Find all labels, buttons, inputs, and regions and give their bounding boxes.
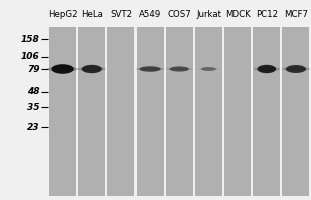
Ellipse shape	[140, 66, 161, 72]
Ellipse shape	[201, 67, 216, 71]
Text: MCF7: MCF7	[284, 10, 308, 19]
Bar	[282, 27, 309, 196]
Text: 79: 79	[27, 64, 40, 73]
Ellipse shape	[254, 67, 280, 71]
Text: HepG2: HepG2	[48, 10, 77, 19]
Text: COS7: COS7	[167, 10, 191, 19]
Text: HeLa: HeLa	[81, 10, 103, 19]
Ellipse shape	[282, 67, 310, 71]
Ellipse shape	[78, 67, 106, 71]
Text: 106: 106	[21, 52, 40, 61]
Ellipse shape	[135, 67, 165, 71]
Bar	[78, 27, 105, 196]
Text: A549: A549	[139, 10, 161, 19]
Bar	[195, 27, 222, 196]
Ellipse shape	[258, 65, 276, 73]
Text: PC12: PC12	[256, 10, 278, 19]
Text: 35: 35	[27, 102, 40, 112]
Text: MDCK: MDCK	[225, 10, 250, 19]
Text: 23: 23	[27, 122, 40, 132]
Ellipse shape	[286, 65, 306, 73]
Bar	[224, 27, 251, 196]
Ellipse shape	[170, 66, 189, 72]
Bar	[166, 27, 193, 196]
Bar	[49, 27, 76, 196]
Text: SVT2: SVT2	[110, 10, 132, 19]
Bar	[137, 27, 164, 196]
Ellipse shape	[51, 64, 74, 74]
Ellipse shape	[82, 65, 102, 73]
Ellipse shape	[47, 66, 78, 72]
Ellipse shape	[166, 68, 193, 70]
Bar	[253, 27, 280, 196]
Ellipse shape	[198, 68, 219, 70]
Text: Jurkat: Jurkat	[196, 10, 221, 19]
Text: 48: 48	[27, 88, 40, 97]
Text: 158: 158	[21, 34, 40, 44]
Bar	[108, 27, 134, 196]
